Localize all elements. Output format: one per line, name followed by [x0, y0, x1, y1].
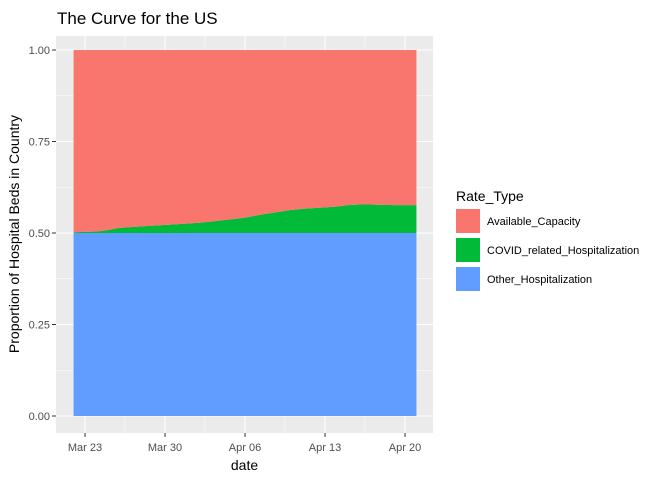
- x-tick-label: Mar 23: [68, 442, 102, 454]
- legend-title: Rate_Type: [456, 188, 524, 204]
- x-axis: Mar 23 Mar 30 Apr 06 Apr 13 Apr 20: [68, 433, 421, 454]
- legend-key: [456, 238, 480, 262]
- x-tick-label: Apr 06: [229, 442, 261, 454]
- area-covid-related-hospitalization: [73, 204, 417, 233]
- area-available-capacity: [73, 50, 417, 233]
- y-tick-label: 0.25: [29, 320, 50, 332]
- x-tick-label: Apr 13: [309, 442, 341, 454]
- y-tick-label: 0.75: [29, 137, 50, 149]
- y-tick-label: 0.00: [29, 411, 50, 423]
- x-tick-label: Apr 20: [389, 442, 421, 454]
- x-tick-label: Mar 30: [148, 442, 182, 454]
- legend-key: [456, 209, 480, 233]
- legend-label: COVID_related_Hospitalization: [487, 245, 639, 257]
- legend-key: [456, 267, 480, 291]
- y-axis-title: Proportion of Hospital Beds in Country: [6, 115, 22, 353]
- x-axis-title: date: [231, 457, 258, 473]
- legend-label: Available_Capacity: [487, 216, 581, 228]
- area-layers: [73, 50, 417, 416]
- legend-label: Other_Hospitalization: [487, 274, 592, 286]
- chart-title: The Curve for the US: [57, 9, 218, 28]
- y-tick-label: 0.50: [29, 228, 50, 240]
- y-axis: 0.00 0.25 0.50 0.75 1.00: [29, 45, 56, 423]
- area-other-hospitalization: [73, 233, 417, 416]
- legend: Rate_Type Available_Capacity COVID_relate…: [456, 188, 639, 291]
- y-tick-label: 1.00: [29, 45, 50, 57]
